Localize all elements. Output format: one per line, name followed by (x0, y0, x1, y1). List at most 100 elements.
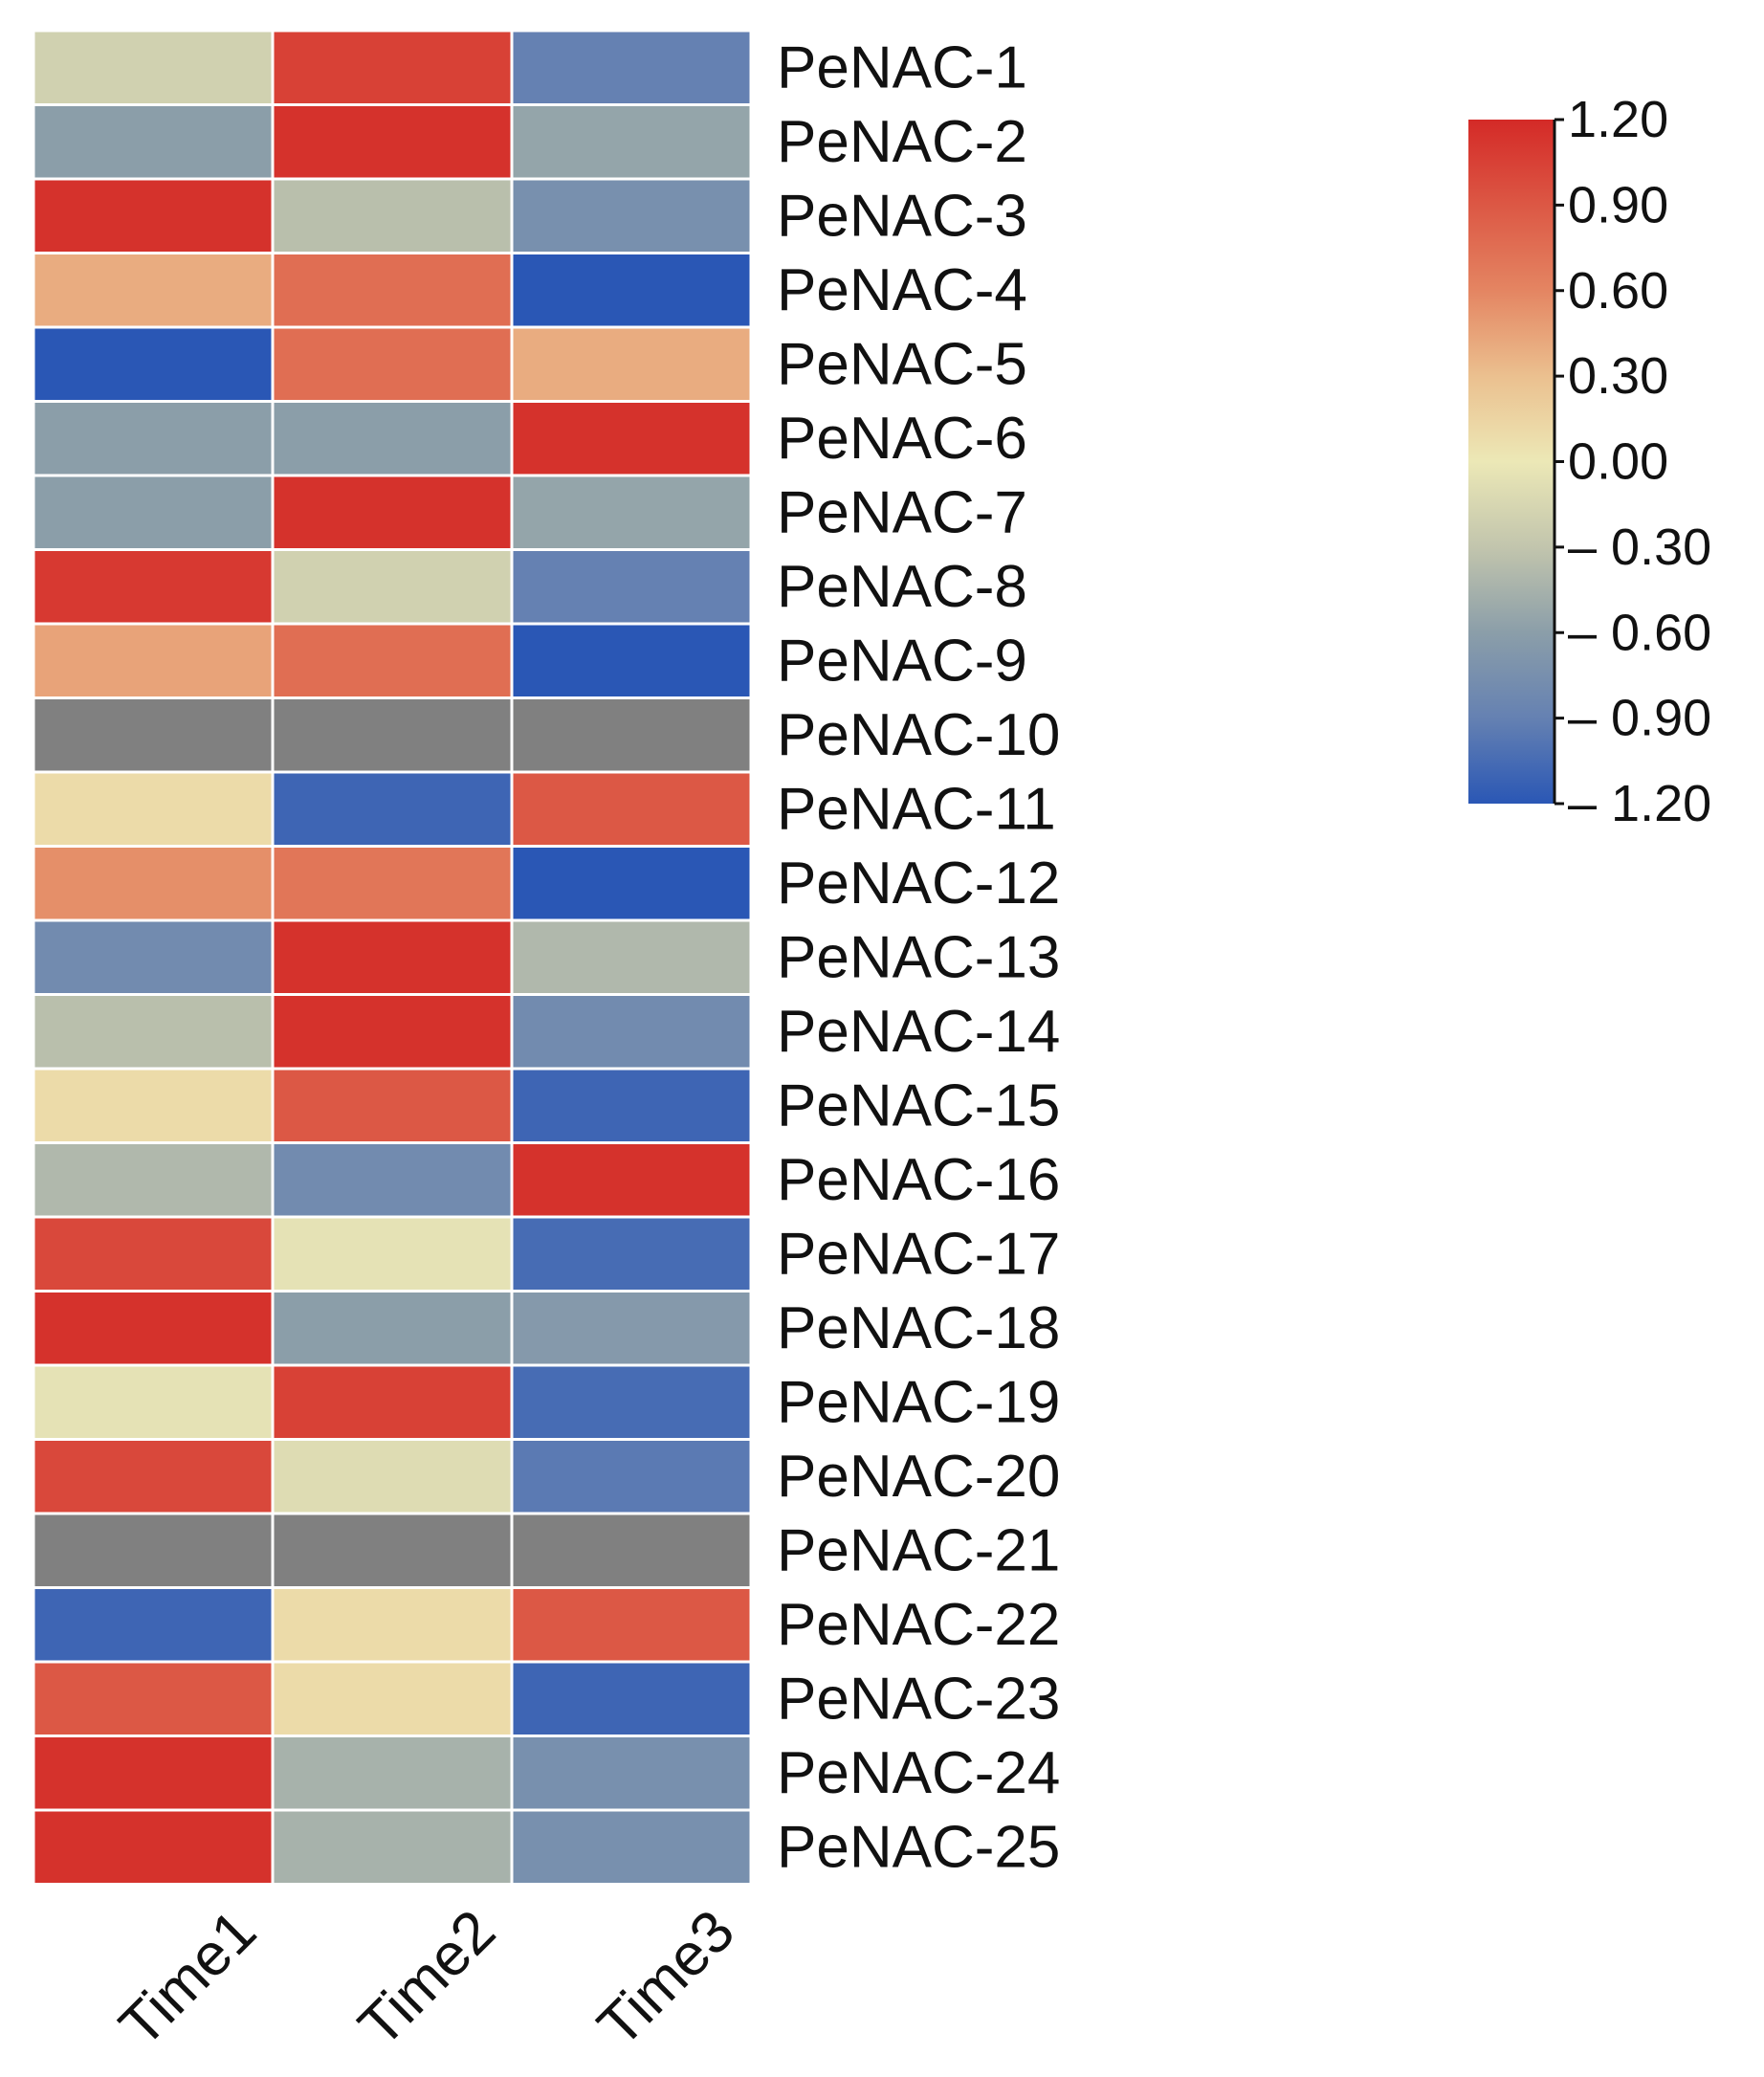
heatmap-cell-PeNAC-22-Time2 (274, 1589, 511, 1661)
heatmap-cell-PeNAC-25-Time3 (513, 1811, 750, 1883)
row-label: PeNAC-1 (777, 34, 1027, 100)
heatmap-cell-PeNAC-10-Time3 (513, 699, 750, 771)
colorbar-legend: 1.20 0.90 0.60 0.30 0.00 – 0.30 – 0.60 – 0.90 – … (1468, 91, 1711, 832)
heatmap-cell-PeNAC-16-Time1 (34, 1144, 272, 1216)
colorbar-tick-label: 1.20 (1568, 91, 1668, 148)
heatmap-cell-PeNAC-10-Time1 (34, 699, 272, 771)
heatmap-cell-PeNAC-24-Time1 (34, 1737, 272, 1809)
heatmap-cell-PeNAC-13-Time3 (513, 921, 750, 993)
heatmap-cell-PeNAC-9-Time1 (34, 625, 272, 696)
row-label: PeNAC-10 (777, 702, 1060, 768)
colorbar-tick-label: 0.60 (1568, 262, 1668, 320)
heatmap-cell-PeNAC-10-Time2 (274, 699, 511, 771)
heatmap-cell-PeNAC-3-Time3 (513, 180, 750, 252)
row-label: PeNAC-5 (777, 331, 1027, 397)
row-label: PeNAC-22 (777, 1592, 1060, 1658)
heatmap-cell-PeNAC-13-Time1 (34, 921, 272, 993)
heatmap-cell-PeNAC-14-Time3 (513, 996, 750, 1068)
row-label: PeNAC-16 (777, 1147, 1060, 1213)
heatmap-cell-PeNAC-19-Time1 (34, 1366, 272, 1438)
heatmap-cell-PeNAC-8-Time3 (513, 551, 750, 623)
row-label: PeNAC-20 (777, 1444, 1060, 1510)
row-label: PeNAC-14 (777, 999, 1060, 1065)
heatmap-cell-PeNAC-2-Time1 (34, 106, 272, 178)
column-labels: Time1 Time2 Time3 (107, 1898, 747, 2060)
heatmap-cell-PeNAC-13-Time2 (274, 921, 511, 993)
heatmap-cell-PeNAC-18-Time2 (274, 1293, 511, 1364)
heatmap-cell-PeNAC-11-Time1 (34, 773, 272, 845)
heatmap-cell-PeNAC-15-Time3 (513, 1070, 750, 1141)
row-label: PeNAC-2 (777, 109, 1027, 175)
colorbar-tick-label: – 1.20 (1568, 775, 1711, 832)
heatmap-cell-PeNAC-3-Time2 (274, 180, 511, 252)
heatmap-cell-PeNAC-24-Time2 (274, 1737, 511, 1809)
heatmap-cell-PeNAC-21-Time1 (34, 1514, 272, 1586)
heatmap-cell-PeNAC-12-Time3 (513, 848, 750, 919)
heatmap-cell-PeNAC-22-Time1 (34, 1589, 272, 1661)
heatmap-cell-PeNAC-16-Time3 (513, 1144, 750, 1216)
heatmap-cell-PeNAC-4-Time1 (34, 254, 272, 326)
heatmap-cell-PeNAC-6-Time1 (34, 403, 272, 475)
heatmap-cell-PeNAC-21-Time3 (513, 1514, 750, 1586)
heatmap-cell-PeNAC-19-Time2 (274, 1366, 511, 1438)
heatmap-cell-PeNAC-1-Time3 (513, 32, 750, 103)
heatmap-cell-PeNAC-17-Time2 (274, 1218, 511, 1290)
row-label: PeNAC-11 (777, 776, 1056, 842)
heatmap-cell-PeNAC-9-Time2 (274, 625, 511, 696)
heatmap-cell-PeNAC-9-Time3 (513, 625, 750, 696)
heatmap-cell-PeNAC-2-Time3 (513, 106, 750, 178)
colorbar-tick-label: 0.90 (1568, 176, 1668, 233)
heatmap-cell-PeNAC-17-Time1 (34, 1218, 272, 1290)
row-labels: PeNAC-1 PeNAC-2 PeNAC-3 PeNAC-4 PeNAC-5 PeNAC… (777, 34, 1060, 1880)
colorbar-ticks: 1.20 0.90 0.60 0.30 0.00 – 0.30 – 0.60 – 0.90 – … (1555, 91, 1711, 832)
heatmap-cell-PeNAC-1-Time1 (34, 32, 272, 103)
heatmap-cell-PeNAC-4-Time3 (513, 254, 750, 326)
heatmap-cell-PeNAC-21-Time2 (274, 1514, 511, 1586)
heatmap-cell-PeNAC-3-Time1 (34, 180, 272, 252)
heatmap-cell-PeNAC-12-Time1 (34, 848, 272, 919)
heatmap-cell-PeNAC-7-Time1 (34, 476, 272, 548)
heatmap-cell-PeNAC-20-Time2 (274, 1441, 511, 1513)
heatmap-cell-PeNAC-19-Time3 (513, 1366, 750, 1438)
heatmap-cell-PeNAC-23-Time1 (34, 1663, 272, 1735)
heatmap-cell-PeNAC-22-Time3 (513, 1589, 750, 1661)
colorbar-gradient (1468, 120, 1555, 804)
heatmap-cell-PeNAC-12-Time2 (274, 848, 511, 919)
row-label: PeNAC-24 (777, 1740, 1060, 1806)
row-label: PeNAC-3 (777, 183, 1027, 249)
heatmap-cell-PeNAC-2-Time2 (274, 106, 511, 178)
heatmap-cell-PeNAC-6-Time3 (513, 403, 750, 475)
column-label: Time3 (585, 1898, 747, 2060)
row-label: PeNAC-23 (777, 1666, 1060, 1732)
heatmap-cell-PeNAC-7-Time3 (513, 476, 750, 548)
heatmap-cell-PeNAC-5-Time1 (34, 328, 272, 400)
heatmap-cell-PeNAC-20-Time3 (513, 1441, 750, 1513)
heatmap-cell-PeNAC-11-Time2 (274, 773, 511, 845)
heatmap-cell-PeNAC-8-Time1 (34, 551, 272, 623)
heatmap-cell-PeNAC-23-Time2 (274, 1663, 511, 1735)
heatmap-cell-PeNAC-17-Time3 (513, 1218, 750, 1290)
heatmap-cell-PeNAC-4-Time2 (274, 254, 511, 326)
row-label: PeNAC-4 (777, 257, 1027, 323)
heatmap-cell-PeNAC-14-Time1 (34, 996, 272, 1068)
row-label: PeNAC-13 (777, 924, 1060, 990)
heatmap-cells (34, 32, 750, 1883)
column-label: Time2 (346, 1898, 508, 2060)
heatmap-cell-PeNAC-20-Time1 (34, 1441, 272, 1513)
heatmap-cell-PeNAC-18-Time3 (513, 1293, 750, 1364)
row-label: PeNAC-18 (777, 1295, 1060, 1361)
heatmap-cell-PeNAC-15-Time2 (274, 1070, 511, 1141)
colorbar-tick-label: – 0.90 (1568, 690, 1711, 747)
heatmap-cell-PeNAC-11-Time3 (513, 773, 750, 845)
colorbar-tick-label: – 0.60 (1568, 604, 1711, 661)
heatmap-cell-PeNAC-14-Time2 (274, 996, 511, 1068)
row-label: PeNAC-25 (777, 1814, 1060, 1880)
colorbar-tick-label: 0.00 (1568, 433, 1668, 491)
row-label: PeNAC-8 (777, 554, 1027, 620)
heatmap-cell-PeNAC-8-Time2 (274, 551, 511, 623)
heatmap-cell-PeNAC-18-Time1 (34, 1293, 272, 1364)
row-label: PeNAC-7 (777, 479, 1027, 545)
heatmap-cell-PeNAC-23-Time3 (513, 1663, 750, 1735)
row-label: PeNAC-12 (777, 851, 1060, 917)
